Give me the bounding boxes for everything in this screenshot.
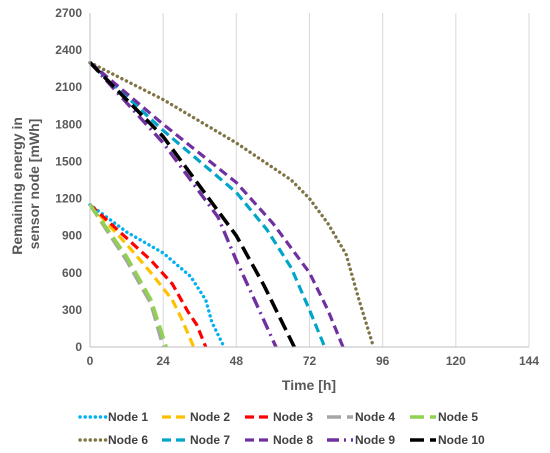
legend-label: Node 10 [438,433,485,447]
legend-item-node-10: Node 10 [410,433,485,447]
legend-label: Node 8 [273,433,313,447]
series-line-node-8 [88,61,345,348]
legend-label: Node 6 [108,433,148,447]
y-tick-label: 2400 [55,43,82,57]
series-line-node-6 [88,60,376,349]
y-tick-label: 300 [62,303,82,317]
legend-label: Node 7 [190,433,230,447]
legend-label: Node 1 [108,410,148,424]
legend-label: Node 2 [190,410,230,424]
y-tick-label: 2700 [55,6,82,20]
series-line-node-3 [88,203,208,348]
y-axis-title: Remaining energy in sensor node [mWh] [9,113,42,255]
x-tick-label: 144 [519,354,539,368]
x-axis-title: Time [h] [282,377,336,393]
legend-item-node-5: Node 5 [410,410,478,424]
series-line-node-10 [88,61,296,348]
series-line-node-7 [88,61,327,348]
x-tick-label: 24 [156,354,170,368]
legend-item-node-7: Node 7 [162,433,230,447]
legend-item-node-1: Node 1 [78,410,148,424]
y-tick-label: 2100 [55,80,82,94]
x-tick-label: 96 [376,354,390,368]
series-line-node-9 [88,61,278,348]
y-axis-title-line-1: Remaining energy in [9,117,25,255]
legend-label: Node 5 [438,410,478,424]
y-tick-label: 900 [62,229,82,243]
x-tick-label: 120 [446,354,466,368]
legend-item-node-9: Node 9 [327,433,395,447]
legend-item-node-4: Node 4 [327,410,395,424]
y-tick-label: 0 [75,340,82,354]
legend-item-node-2: Node 2 [162,410,230,424]
y-tick-label: 600 [62,266,82,280]
series-lines [88,60,376,349]
tick-labels: 0 24 48 72 96 120 144 0 300 600 900 1200 1500 1800 210… [55,6,539,368]
gridlines [162,13,530,347]
legend-label: Node 4 [355,410,395,424]
legend-item-node-3: Node 3 [245,410,313,424]
y-axis-title-line-2: sensor node [mWh] [26,119,42,250]
legend-item-node-6: Node 6 [78,433,148,447]
y-tick-label: 1500 [55,154,82,168]
legend-label: Node 3 [273,410,313,424]
legend: Node 1 Node 2 Node 3 Node 4 Node 5 Node 6 Node… [78,410,485,447]
x-tick-label: 72 [303,354,317,368]
axis-titles: Time [h] Remaining energy in sensor node… [9,113,336,393]
series-line-node-2 [88,203,196,348]
y-tick-label: 1800 [55,117,82,131]
x-tick-label: 0 [87,354,94,368]
y-tick-label: 1200 [55,192,82,206]
series-line-node-5 [88,203,168,348]
series-line-node-4 [88,203,165,348]
x-tick-label: 48 [230,354,244,368]
series-line-node-1 [88,202,226,349]
axes [89,13,529,348]
legend-label: Node 9 [355,433,395,447]
legend-item-node-8: Node 8 [245,433,313,447]
